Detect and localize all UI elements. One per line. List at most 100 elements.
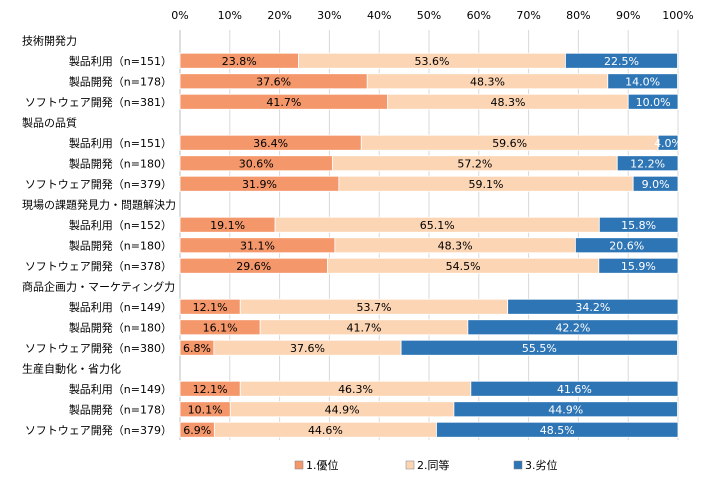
category-label: 製品利用（n=151） — [69, 54, 172, 68]
x-tick-label: 90% — [616, 9, 640, 22]
bar-segment — [657, 134, 679, 151]
value-label: 44.9% — [325, 403, 360, 416]
x-tick-label: 60% — [467, 9, 491, 22]
bar-segment — [400, 339, 678, 356]
value-label: 53.6% — [415, 55, 450, 68]
value-label: 34.2% — [575, 301, 610, 314]
x-tick-label: 20% — [267, 9, 291, 22]
value-label: 37.6% — [290, 342, 325, 355]
group-label: 技術開発力 — [22, 33, 77, 47]
value-label: 53.7% — [356, 301, 391, 314]
group-label: 商品企画力・マーケティング力 — [22, 279, 175, 293]
value-label: 59.6% — [492, 137, 527, 150]
category-label: ソフトウェア開発（n=379） — [25, 423, 172, 437]
value-label: 48.3% — [490, 96, 525, 109]
category-label: 製品開発（n=178） — [69, 74, 172, 88]
value-label: 14.0% — [625, 75, 660, 88]
category-label: 製品開発（n=178） — [69, 402, 172, 416]
x-tick-label: 40% — [367, 9, 391, 22]
legend-swatch — [294, 460, 304, 470]
legend-entry: 3.劣位 — [525, 458, 558, 472]
value-label: 6.9% — [183, 424, 211, 437]
x-tick-label: 30% — [317, 9, 341, 22]
group-label: 生産自動化・省力化 — [22, 361, 121, 375]
value-label: 19.1% — [210, 219, 245, 232]
x-tick-label: 100% — [662, 9, 693, 22]
x-tick-label: 70% — [516, 9, 540, 22]
x-tick-label: 0% — [171, 9, 188, 22]
bar-segment — [632, 175, 679, 192]
bar-segment — [575, 237, 679, 254]
category-label: 製品利用（n=151） — [69, 136, 172, 150]
value-label: 22.5% — [604, 55, 639, 68]
value-label: 59.1% — [469, 178, 504, 191]
value-label: 57.2% — [457, 157, 492, 170]
category-label: ソフトウェア開発（n=381） — [25, 95, 172, 109]
value-label: 54.5% — [446, 260, 481, 273]
value-label: 41.6% — [557, 383, 592, 396]
category-label: ソフトウェア開発（n=379） — [25, 177, 172, 191]
bar-segment — [436, 421, 679, 438]
value-label: 10.0% — [636, 96, 671, 109]
legend-swatch — [513, 460, 523, 470]
value-label: 9.0% — [642, 178, 670, 191]
bar-segment — [607, 73, 678, 90]
value-label: 37.6% — [256, 75, 291, 88]
legend: 1.優位 2.同等 3.劣位 — [294, 458, 558, 472]
x-axis-ticks: 0% 10% 20% 30% 40% 50% 60% 70% 80% 90% 100% — [171, 9, 693, 22]
value-label: 6.8% — [183, 342, 211, 355]
value-label: 29.6% — [236, 260, 271, 273]
value-label: 15.8% — [621, 219, 656, 232]
value-label: 16.1% — [203, 321, 238, 334]
bar-segment — [507, 298, 679, 315]
category-label: 製品利用（n=152） — [69, 218, 172, 232]
bar-segment — [598, 216, 679, 233]
legend-entry: 1.優位 — [306, 458, 339, 472]
group-label: 現場の課題発見力・問題解決力 — [22, 197, 176, 211]
value-label: 42.2% — [555, 321, 590, 334]
value-label: 48.3% — [470, 75, 505, 88]
bar-segment — [467, 319, 679, 336]
bar-segment — [616, 155, 679, 172]
x-tick-label: 80% — [566, 9, 590, 22]
legend-swatch — [405, 460, 415, 470]
category-label: 製品利用（n=149） — [69, 300, 172, 314]
value-label: 31.1% — [240, 239, 275, 252]
category-label: 製品開発（n=180） — [69, 320, 172, 334]
value-label: 41.7% — [347, 321, 382, 334]
x-tick-label: 10% — [218, 9, 242, 22]
bar-segment — [565, 52, 678, 69]
x-tick-label: 50% — [417, 9, 441, 22]
value-label: 48.3% — [438, 239, 473, 252]
category-label: ソフトウェア開発（n=378） — [25, 259, 172, 273]
value-label: 46.3% — [338, 383, 373, 396]
category-label: 製品開発（n=180） — [69, 238, 172, 252]
category-label: 製品開発（n=180） — [69, 156, 172, 170]
category-label: 製品利用（n=149） — [69, 382, 172, 396]
bar-segment — [598, 257, 679, 274]
value-label: 48.5% — [540, 424, 575, 437]
value-label: 23.8% — [222, 55, 257, 68]
value-label: 44.9% — [548, 403, 583, 416]
bar-segment — [453, 401, 678, 418]
value-label: 12.1% — [193, 383, 228, 396]
value-label: 44.6% — [308, 424, 343, 437]
value-label: 65.1% — [420, 219, 455, 232]
value-label: 12.1% — [193, 301, 228, 314]
value-label: 15.9% — [621, 260, 656, 273]
value-label: 12.2% — [630, 157, 665, 170]
bar-segment — [470, 380, 679, 397]
category-label: ソフトウェア開発（n=380） — [25, 341, 172, 355]
value-label: 30.6% — [239, 157, 274, 170]
value-label: 10.1% — [188, 403, 223, 416]
gridlines — [179, 30, 679, 440]
bar-segment — [627, 93, 679, 110]
value-label: 36.4% — [253, 137, 288, 150]
value-label: 31.9% — [242, 178, 277, 191]
legend-entry: 2.同等 — [417, 458, 450, 472]
value-label: 55.5% — [522, 342, 557, 355]
value-label: 20.6% — [609, 239, 644, 252]
group-label: 製品の品質 — [22, 115, 77, 129]
